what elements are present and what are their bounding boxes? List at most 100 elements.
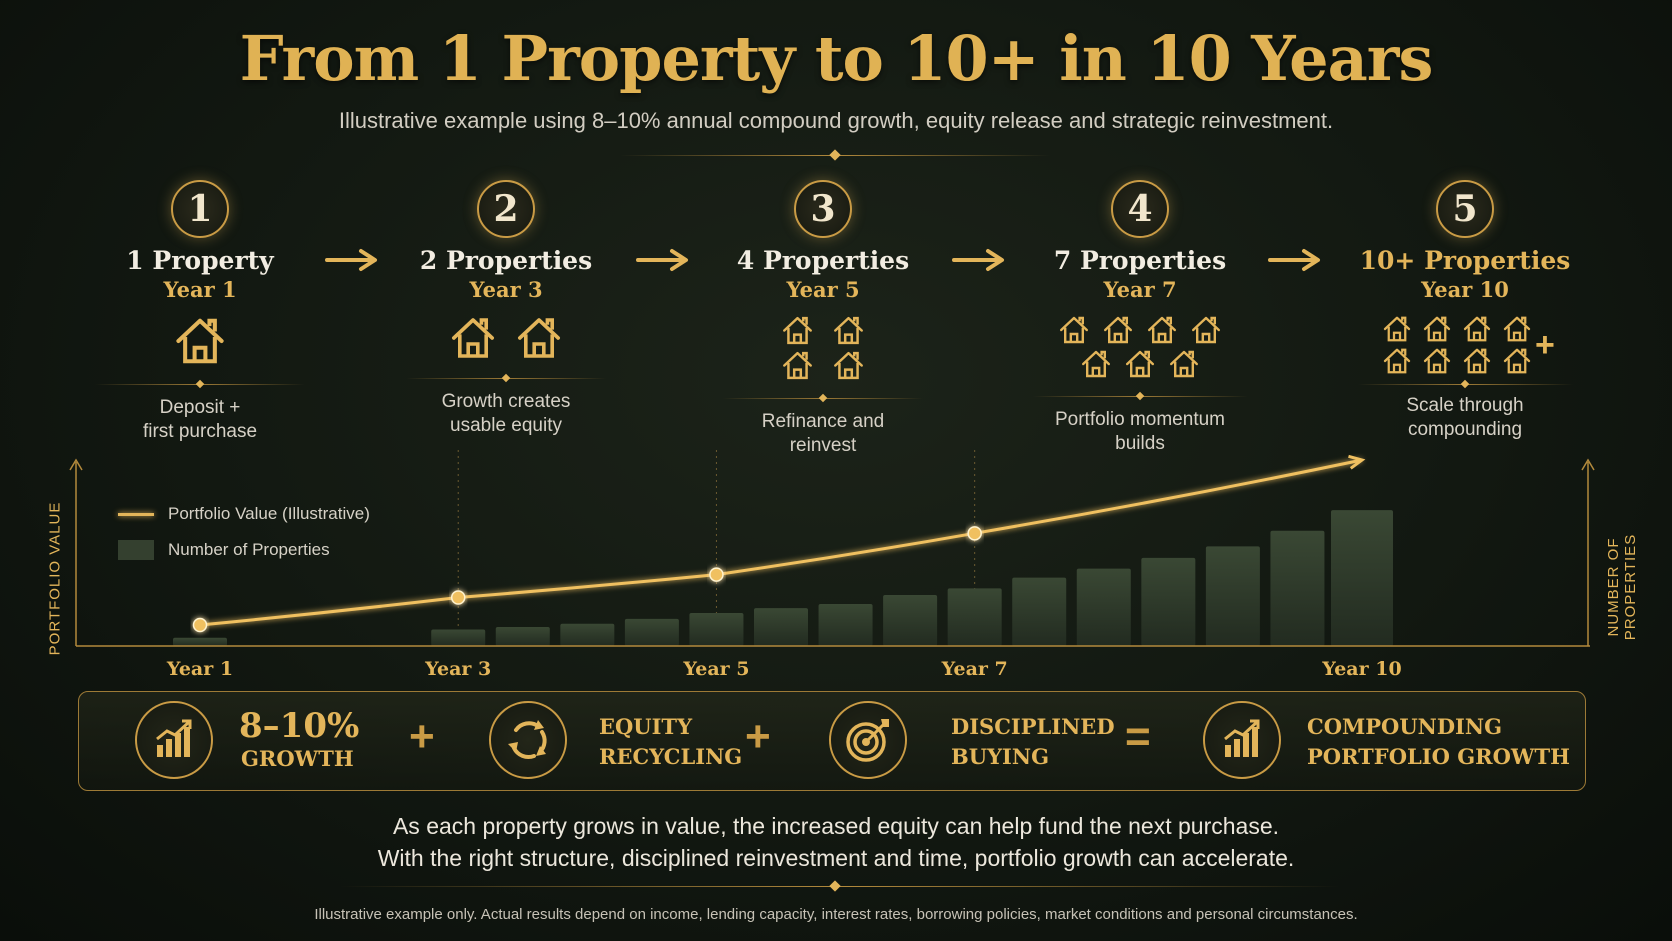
house-icons (431, 314, 581, 362)
house-icon (1463, 316, 1491, 342)
legend-label: Number of Properties (168, 540, 330, 559)
step-year: Year 3 (469, 277, 543, 302)
house-icon (1383, 316, 1411, 342)
step-divider (406, 372, 606, 384)
legend-item-bar: Number of Properties (118, 540, 330, 560)
step-description: Deposit + first purchase (142, 397, 258, 442)
portfolio-value-line (199, 458, 1363, 627)
house-icon (1104, 316, 1132, 344)
property-bar (689, 613, 744, 646)
step-divider (95, 378, 305, 390)
house-icon (1383, 348, 1411, 374)
house-icon (1503, 316, 1531, 342)
formula-band: 8–10% GROWTH + EQUITY RECYCLING + DISCIPL… (78, 691, 1586, 791)
title-divider-diamond (829, 149, 841, 161)
equity-label: EQUITY RECYCLING (599, 714, 743, 769)
step-word: Properties (762, 246, 910, 275)
house-icon (1192, 316, 1220, 344)
step-number-badge: 3 (794, 180, 852, 238)
value-marker (192, 617, 208, 633)
step-count: 7 (1053, 246, 1072, 275)
x-tick-label: Year 3 (424, 658, 491, 680)
right-arrow-icon (325, 249, 377, 271)
house-icon (452, 318, 494, 358)
property-bar (883, 594, 938, 646)
step-4: 4 7 Properties Year 7 Portfolio momentum… (1025, 180, 1255, 456)
step-2: 2 2 Properties Year 3 Growth creates usab… (391, 180, 621, 438)
house-icon (834, 351, 863, 380)
house-icon (1170, 350, 1198, 378)
step-count: 1 (126, 246, 144, 275)
house-icon (518, 318, 560, 358)
step-number-badge: 1 (171, 180, 229, 238)
bar-chart-growth-icon (1203, 701, 1281, 779)
step-count: 2 (419, 246, 438, 275)
house-icon (834, 316, 863, 345)
step-divider (723, 392, 923, 404)
step-description: Growth creates usable equity (441, 391, 571, 436)
equals-sign: = (1125, 712, 1151, 761)
y2-axis-label: NUMBER OF PROPERTIES (1605, 533, 1639, 641)
house-icons (160, 314, 240, 368)
more-houses-plus: + (1535, 326, 1555, 364)
house-icon (176, 318, 224, 364)
property-bar (1141, 557, 1196, 646)
step-year: Year 10 (1421, 277, 1509, 302)
house-icons (1375, 314, 1540, 376)
plus-sign: + (745, 712, 771, 761)
step-count: 10+ (1359, 246, 1416, 275)
growth-percent: 8–10% (239, 706, 360, 746)
step-description: Refinance and reinvest (761, 411, 885, 456)
growth-label: GROWTH (241, 746, 354, 771)
property-bar (1205, 546, 1260, 646)
step-divider (1032, 390, 1248, 402)
step-description: Portfolio momentum builds (1054, 409, 1225, 454)
legend-item-line: Portfolio Value (Illustrative) (118, 504, 370, 524)
house-icon (1148, 316, 1176, 344)
plus-sign: + (409, 712, 435, 761)
line-arrowhead (1348, 454, 1366, 470)
step-word: Properties (1079, 246, 1227, 275)
step-divider (1357, 378, 1573, 390)
property-bar (431, 629, 486, 646)
step-word: Property (152, 246, 274, 275)
right-arrow-icon (952, 249, 1004, 271)
page-title: From 1 Property to 10+ in 10 Years (239, 22, 1434, 95)
step-number-badge: 2 (477, 180, 535, 238)
house-icon (783, 316, 812, 345)
step-3: 3 4 Properties Year 5 Refinance and reinv… (708, 180, 938, 458)
step-year: Year 5 (786, 277, 860, 302)
step-word: Properties (1424, 246, 1571, 275)
step-title: 10+ Properties (1345, 246, 1585, 275)
page-subtitle: Illustrative example using 8–10% annual … (338, 108, 1334, 133)
footer-divider-diamond (829, 880, 841, 892)
property-bar (1270, 530, 1325, 646)
bar-chart-growth-icon (135, 701, 213, 779)
house-icon (1423, 348, 1451, 374)
house-icon (1423, 316, 1451, 342)
step-word: Properties (445, 246, 593, 275)
step-title: 4 Properties (708, 246, 938, 275)
value-marker (450, 590, 466, 605)
step-number-badge: 4 (1111, 180, 1169, 238)
y-axis-label: PORTFOLIO VALUE (46, 501, 64, 656)
step-title: 1 Property (85, 246, 315, 275)
step-1: 1 1 Property Year 1 Deposit + first purch… (85, 180, 315, 444)
closing-statement: As each property grows in value, the inc… (377, 813, 1295, 871)
legend-bar-swatch (118, 540, 154, 560)
step-year: Year 1 (163, 277, 237, 302)
property-bar (754, 608, 808, 646)
step-number-badge: 5 (1436, 180, 1494, 238)
house-icon (1060, 316, 1088, 344)
property-bar (818, 604, 873, 646)
property-bar (947, 588, 1002, 646)
value-marker (709, 567, 724, 582)
house-icon (1463, 348, 1491, 374)
legend-line-swatch (118, 512, 154, 516)
x-tick-label: Year 1 (166, 658, 233, 680)
right-arrow-icon (636, 249, 688, 271)
step-year: Year 7 (1103, 277, 1177, 302)
property-bar (1012, 577, 1067, 646)
value-marker (967, 526, 982, 541)
x-tick-label: Year 5 (682, 658, 749, 680)
